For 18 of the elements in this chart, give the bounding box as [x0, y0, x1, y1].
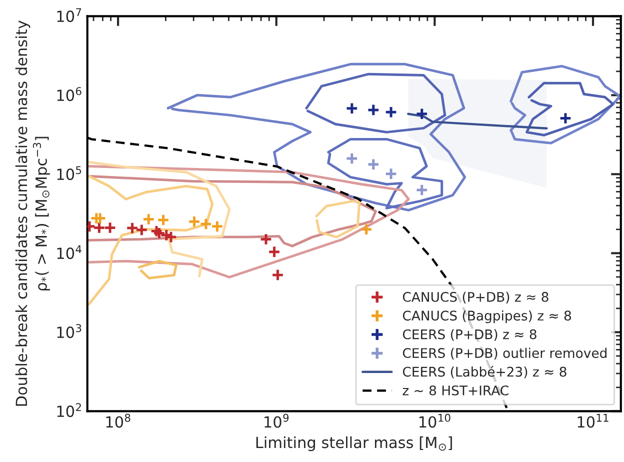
legend-label: CEERS (P+DB) z ≈ 8 — [402, 329, 536, 341]
y-tick-label: 10$^{7}$ — [57, 8, 82, 22]
x-tick-label: 10$^{10}$ — [419, 414, 450, 428]
legend-label: CANUCS (Bagpipes) z ≈ 8 — [402, 310, 572, 324]
y-tick-label: 10$^{2}$ — [57, 403, 81, 418]
text: Double-break candidates cumulative mass density ρ$_{*}$( > M$_{*}$) [M$_{⊙}$Mpc$^{−3}$] — [15, 20, 50, 406]
legend-label: CEERS (Labbé+23) z ≈ 8 — [402, 366, 566, 378]
legend-label: CEERS (P+DB) outlier removed — [402, 348, 606, 360]
x-tick-label: 10$^{11}$ — [578, 414, 608, 428]
x-axis-title: Limiting stellar mass [M$_{⊙}$] — [256, 436, 452, 452]
legend-label: z ~ 8 HST+IRAC — [402, 385, 508, 396]
y-tick-label: 10$^{4}$ — [57, 245, 82, 260]
x-tick-label: 10$^{9}$ — [264, 414, 289, 428]
y-tick-label: 10$^{6}$ — [57, 87, 82, 102]
y-tick-label: 10$^{3}$ — [57, 324, 82, 338]
legend-label: CANUCS (P+DB) z ≈ 8 — [402, 292, 548, 304]
y-tick-label: 10$^{5}$ — [57, 166, 82, 180]
x-tick-label: 10$^{8}$ — [106, 414, 130, 428]
